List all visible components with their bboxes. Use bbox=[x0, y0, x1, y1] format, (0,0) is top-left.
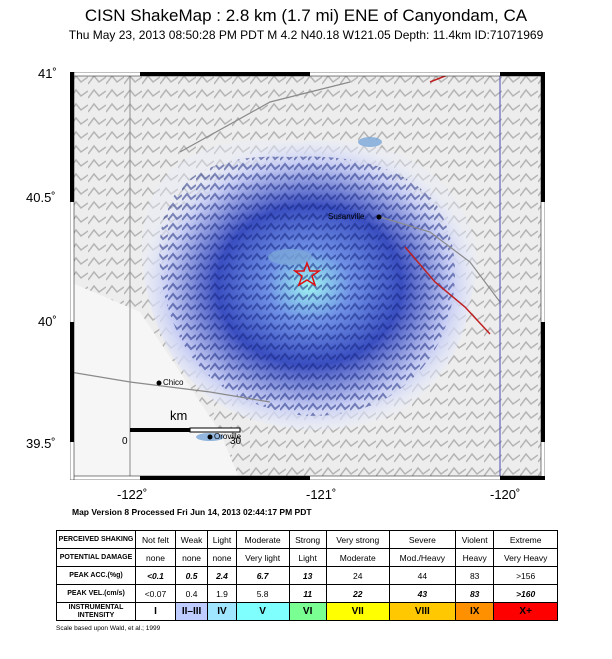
legend-cell: VI bbox=[288, 602, 327, 621]
legend-cell: <0.07 bbox=[135, 584, 176, 603]
legend-row: PEAK ACC.(%g) <0.1 0.5 2.4 6.7 13 24 44 83 >156 bbox=[56, 566, 558, 585]
legend-cell: I bbox=[135, 602, 176, 621]
lon-tick-122: -122˚ bbox=[117, 487, 148, 502]
legend-cell: Violent bbox=[454, 530, 495, 549]
legend-cell: 43 bbox=[388, 584, 456, 603]
legend-cell: none bbox=[135, 548, 176, 567]
legend-cell: Light bbox=[207, 530, 237, 549]
legend-cell: 1.9 bbox=[207, 584, 237, 603]
legend-row-head: PEAK ACC.(%g) bbox=[56, 566, 136, 585]
legend-cell: 0.5 bbox=[174, 566, 209, 585]
legend-row: PEAK VEL.(cm/s) <0.07 0.4 1.9 5.8 11 22 43 83 >16… bbox=[56, 584, 558, 603]
legend-cell: 13 bbox=[288, 566, 327, 585]
legend-cell: Very Heavy bbox=[493, 548, 558, 567]
legend-cell: Extreme bbox=[493, 530, 558, 549]
legend-cell: Light bbox=[288, 548, 327, 567]
legend-cell: 5.8 bbox=[235, 584, 290, 603]
legend-cell: 2.4 bbox=[207, 566, 237, 585]
legend-cell: V bbox=[235, 602, 290, 621]
legend-cell: II–III bbox=[174, 602, 209, 621]
legend-cell: <0.1 bbox=[135, 566, 176, 585]
legend-cell: 83 bbox=[454, 584, 495, 603]
lat-tick-40-5: 40.5˚ bbox=[26, 190, 56, 205]
legend-cell: IV bbox=[207, 602, 237, 621]
place-label-susanville: Susanville bbox=[328, 212, 365, 221]
legend-cell: Strong bbox=[288, 530, 327, 549]
intensity-legend-table: PERCEIVED SHAKING Not felt Weak Light Modera… bbox=[56, 530, 558, 621]
legend-cell: 44 bbox=[388, 566, 456, 585]
legend-cell: X+ bbox=[493, 602, 558, 621]
legend-cell: Very light bbox=[235, 548, 290, 567]
legend-row-head: PEAK VEL.(cm/s) bbox=[56, 584, 136, 603]
map-canvas bbox=[69, 71, 546, 481]
map-version-text: Map Version 8 Processed Fri Jun 14, 2013… bbox=[72, 507, 312, 517]
legend-cell: Not felt bbox=[135, 530, 176, 549]
lat-tick-41: 41˚ bbox=[38, 66, 57, 81]
map-title: CISN ShakeMap : 2.8 km (1.7 mi) ENE of C… bbox=[84, 6, 528, 25]
epicenter-star bbox=[292, 260, 322, 287]
legend-row: POTENTIAL DAMAGE none none none Very light Li… bbox=[56, 548, 558, 567]
legend-cell: Heavy bbox=[454, 548, 495, 567]
legend-row-head: POTENTIAL DAMAGE bbox=[56, 548, 136, 567]
legend-cell: Weak bbox=[174, 530, 209, 549]
legend-cell: 6.7 bbox=[235, 566, 290, 585]
legend-cell: 11 bbox=[288, 584, 327, 603]
scalebar-start: 0 bbox=[122, 436, 128, 447]
place-label-chico: Chico bbox=[163, 378, 184, 387]
legend-cell: Moderate bbox=[325, 548, 390, 567]
scalebar-end: 30 bbox=[230, 436, 242, 447]
legend-row-head: INSTRUMENTAL INTENSITY bbox=[56, 602, 136, 621]
event-subtitle: Thu May 23, 2013 08:50:28 PM PDT M 4.2 N… bbox=[68, 28, 544, 42]
legend-cell: IX bbox=[454, 602, 495, 621]
legend-cell: >156 bbox=[493, 566, 558, 585]
legend-row: PERCEIVED SHAKING Not felt Weak Light Modera… bbox=[56, 530, 558, 549]
legend-cell: Moderate bbox=[235, 530, 290, 549]
legend-cell: VII bbox=[325, 602, 390, 621]
legend-cell: none bbox=[207, 548, 237, 567]
legend-cell: VIII bbox=[388, 602, 456, 621]
lat-tick-39-5: 39.5˚ bbox=[26, 436, 56, 451]
legend-row-head: PERCEIVED SHAKING bbox=[56, 530, 136, 549]
legend-cell: 24 bbox=[325, 566, 390, 585]
legend-cell: 0.4 bbox=[174, 584, 209, 603]
legend-cell: Very strong bbox=[325, 530, 390, 549]
legend-footnote: Scale based upon Wald, et al.; 1999 bbox=[56, 625, 161, 632]
scalebar-unit: km bbox=[170, 408, 188, 423]
shakemap-map: Susanville Chico Oroville km 0 30 bbox=[69, 71, 546, 481]
legend-cell: Mod./Heavy bbox=[388, 548, 456, 567]
place-label-oroville: Oroville bbox=[214, 432, 242, 441]
legend-cell: 83 bbox=[454, 566, 495, 585]
legend-cell: Severe bbox=[388, 530, 456, 549]
legend-cell: none bbox=[174, 548, 209, 567]
legend-cell: 22 bbox=[325, 584, 390, 603]
legend-row: INSTRUMENTAL INTENSITY I II–III IV V VI VII VII… bbox=[56, 602, 558, 621]
lon-tick-121: -121˚ bbox=[306, 487, 337, 502]
lat-tick-40: 40˚ bbox=[38, 314, 57, 329]
lon-tick-120: -120˚ bbox=[490, 487, 521, 502]
legend-cell: >160 bbox=[493, 584, 558, 603]
